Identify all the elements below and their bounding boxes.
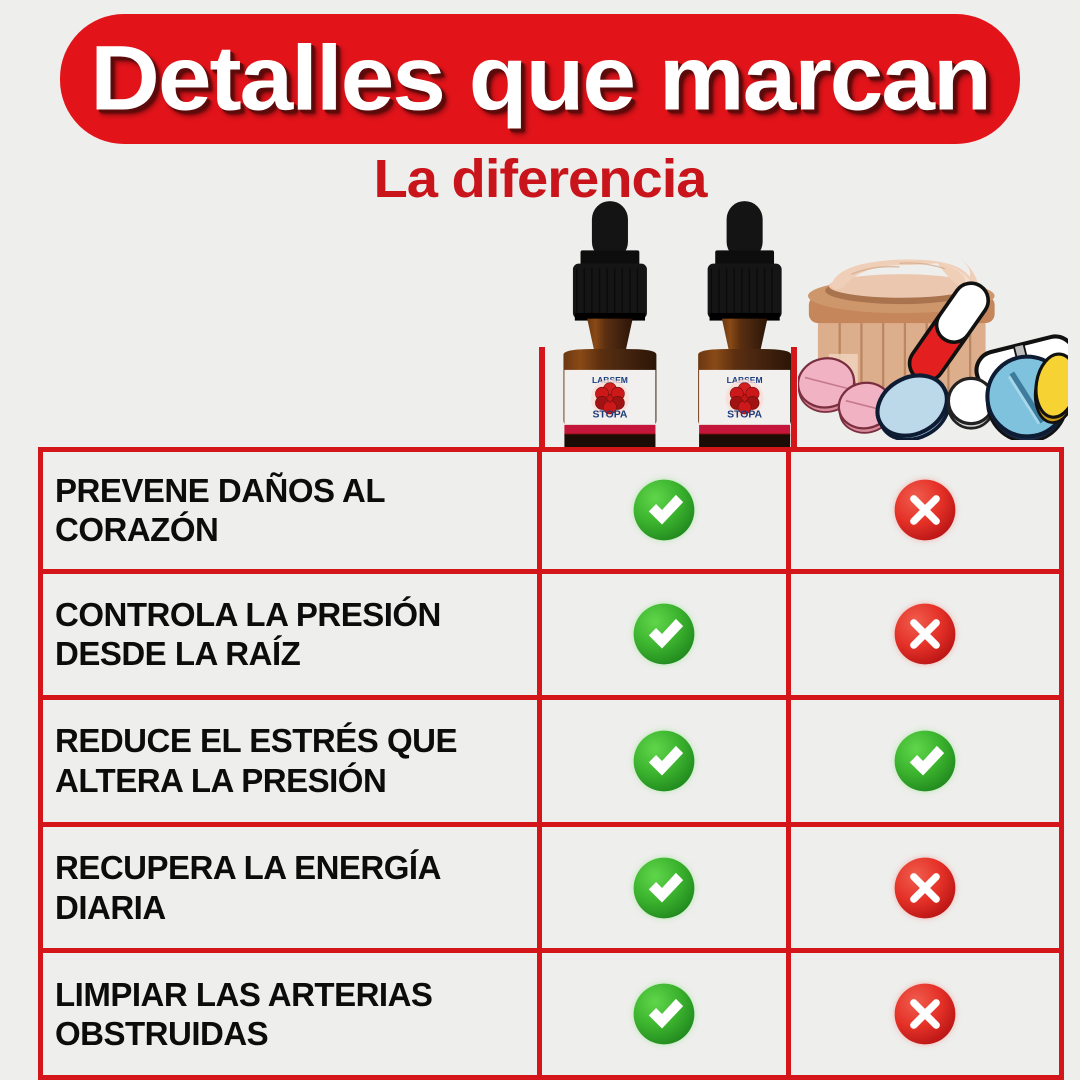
svg-text:STOPA: STOPA [592, 409, 627, 420]
svg-text:STOPA: STOPA [727, 409, 762, 420]
